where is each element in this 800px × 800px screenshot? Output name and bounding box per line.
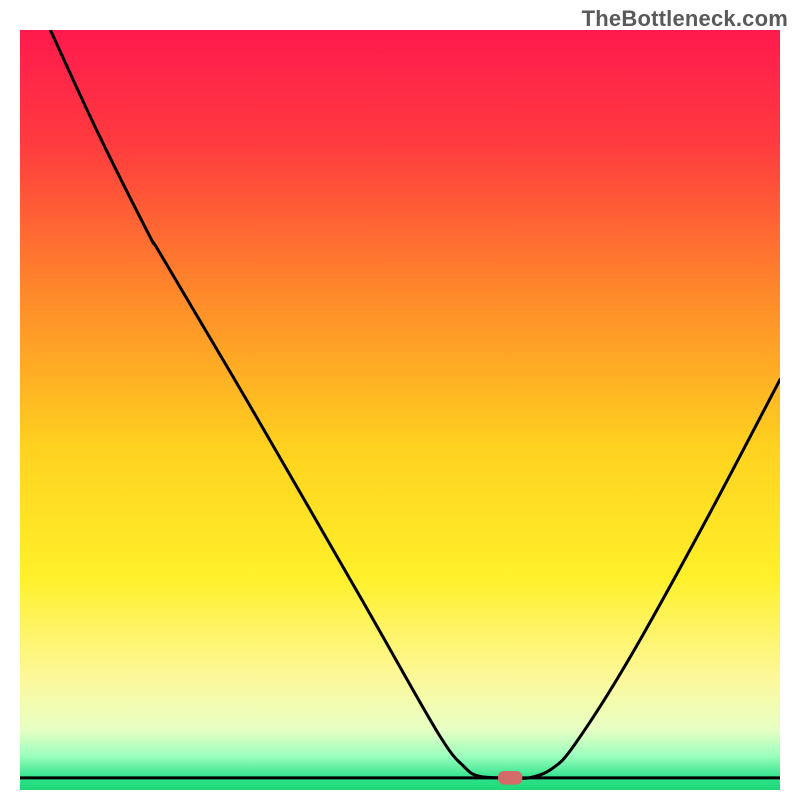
optimal-marker — [498, 771, 522, 785]
plot-background — [20, 30, 780, 790]
chart-container: TheBottleneck.com — [0, 0, 800, 800]
watermark-text: TheBottleneck.com — [582, 6, 788, 32]
plot-area — [20, 30, 780, 790]
plot-svg — [20, 30, 780, 790]
